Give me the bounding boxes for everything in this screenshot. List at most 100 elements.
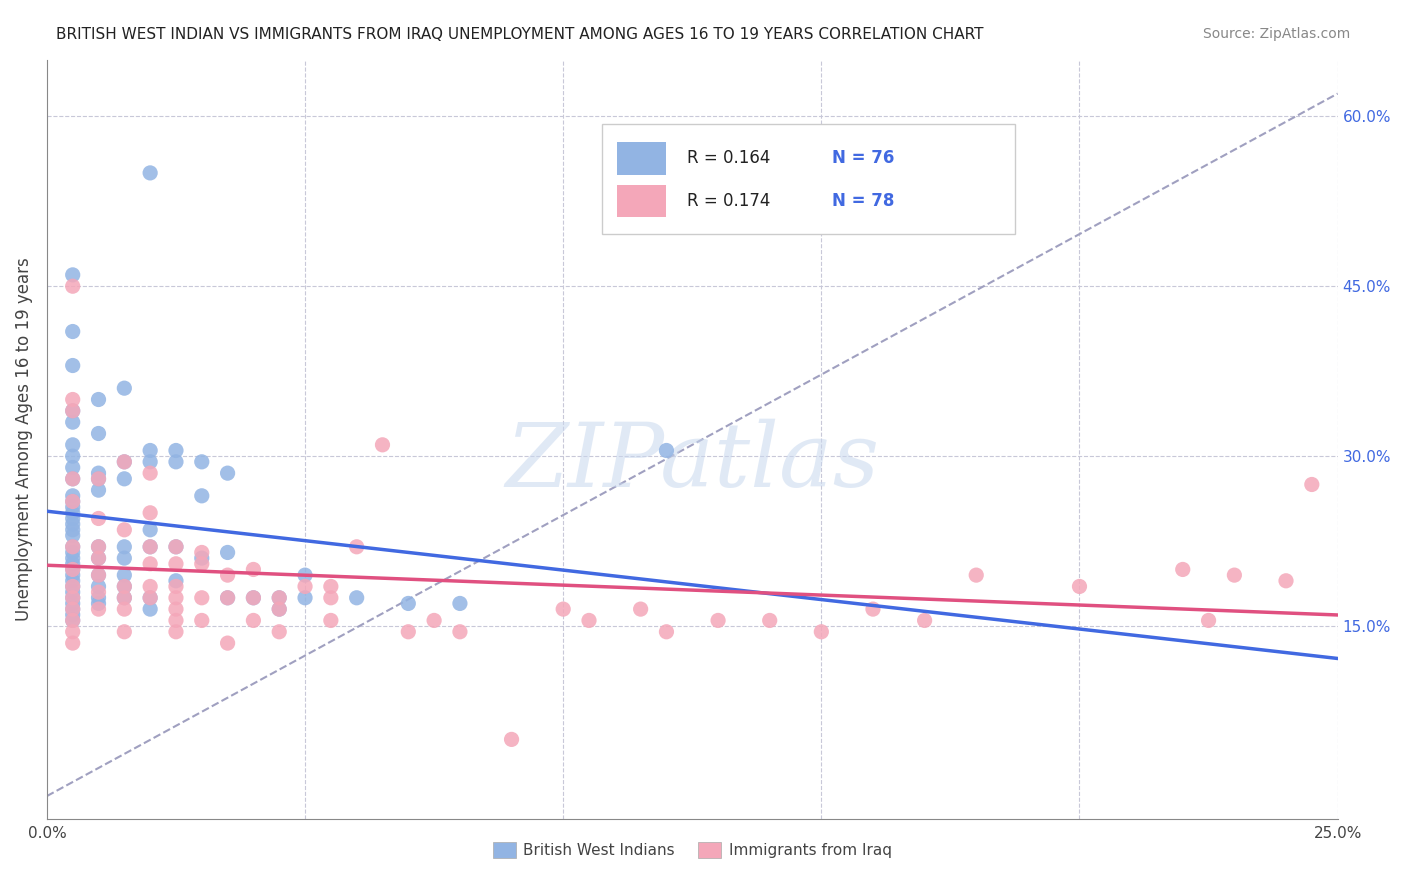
Point <box>191 614 214 628</box>
Point <box>87 392 110 407</box>
Point <box>914 614 936 628</box>
Point <box>501 732 523 747</box>
Point <box>112 381 135 395</box>
Point <box>62 494 84 508</box>
Point <box>62 614 84 628</box>
Point <box>112 551 135 566</box>
Point <box>139 166 162 180</box>
Point <box>707 614 730 628</box>
Point <box>217 568 239 582</box>
Point <box>217 636 239 650</box>
Point <box>87 551 110 566</box>
Point <box>87 591 110 605</box>
Point <box>112 568 135 582</box>
Point <box>1275 574 1298 588</box>
Point <box>62 404 84 418</box>
Point <box>165 455 187 469</box>
Point <box>1223 568 1246 582</box>
Point <box>371 438 394 452</box>
Point <box>87 585 110 599</box>
Point <box>1171 562 1194 576</box>
Point <box>62 551 84 566</box>
Point <box>62 602 84 616</box>
Point <box>62 636 84 650</box>
Point <box>862 602 884 616</box>
Text: BRITISH WEST INDIAN VS IMMIGRANTS FROM IRAQ UNEMPLOYMENT AMONG AGES 16 TO 19 YEA: BRITISH WEST INDIAN VS IMMIGRANTS FROM I… <box>56 27 984 42</box>
Point <box>62 500 84 515</box>
Point <box>62 325 84 339</box>
Point <box>87 568 110 582</box>
Point <box>87 540 110 554</box>
Point <box>191 455 214 469</box>
Point <box>655 624 678 639</box>
Point <box>62 268 84 282</box>
Point <box>87 472 110 486</box>
Point <box>62 597 84 611</box>
Point <box>62 545 84 559</box>
Point <box>165 574 187 588</box>
Y-axis label: Unemployment Among Ages 16 to 19 years: Unemployment Among Ages 16 to 19 years <box>15 257 32 621</box>
Point <box>139 443 162 458</box>
Point <box>62 624 84 639</box>
Point <box>62 506 84 520</box>
Point <box>112 579 135 593</box>
Point <box>319 579 342 593</box>
Point <box>1198 614 1220 628</box>
Point <box>112 455 135 469</box>
Point <box>165 540 187 554</box>
Point <box>449 624 471 639</box>
Point <box>112 591 135 605</box>
Point <box>758 614 780 628</box>
FancyBboxPatch shape <box>602 124 1015 235</box>
Point <box>62 494 84 508</box>
Point <box>62 415 84 429</box>
Point <box>165 591 187 605</box>
Point <box>62 449 84 463</box>
Point <box>269 591 291 605</box>
Point <box>62 614 84 628</box>
Point <box>87 551 110 566</box>
Point <box>1069 579 1091 593</box>
Point <box>112 455 135 469</box>
Point <box>165 579 187 593</box>
Point <box>87 602 110 616</box>
Point <box>62 472 84 486</box>
Text: ZIPatlas: ZIPatlas <box>505 418 879 506</box>
Point <box>165 602 187 616</box>
Point <box>87 426 110 441</box>
Point <box>139 579 162 593</box>
Point <box>62 392 84 407</box>
Point <box>139 506 162 520</box>
Legend: British West Indians, Immigrants from Iraq: British West Indians, Immigrants from Ir… <box>486 836 897 864</box>
Point <box>165 540 187 554</box>
Point <box>62 359 84 373</box>
Point <box>396 597 419 611</box>
Point <box>62 562 84 576</box>
Point <box>423 614 446 628</box>
Point <box>62 607 84 622</box>
Point <box>165 557 187 571</box>
Point <box>62 523 84 537</box>
Text: N = 78: N = 78 <box>832 192 894 210</box>
Text: R = 0.174: R = 0.174 <box>688 192 770 210</box>
Point <box>62 602 84 616</box>
Point <box>62 579 84 593</box>
Point <box>62 591 84 605</box>
Point <box>294 568 316 582</box>
Point <box>112 591 135 605</box>
Point <box>1301 477 1323 491</box>
Point <box>217 591 239 605</box>
Point <box>165 624 187 639</box>
Point <box>191 551 214 566</box>
Point <box>62 438 84 452</box>
Point <box>449 597 471 611</box>
Point <box>655 443 678 458</box>
Point <box>87 579 110 593</box>
Point <box>62 517 84 532</box>
Point <box>139 540 162 554</box>
Point <box>269 602 291 616</box>
Point <box>269 602 291 616</box>
Point <box>242 562 264 576</box>
Point <box>396 624 419 639</box>
Point <box>217 466 239 480</box>
